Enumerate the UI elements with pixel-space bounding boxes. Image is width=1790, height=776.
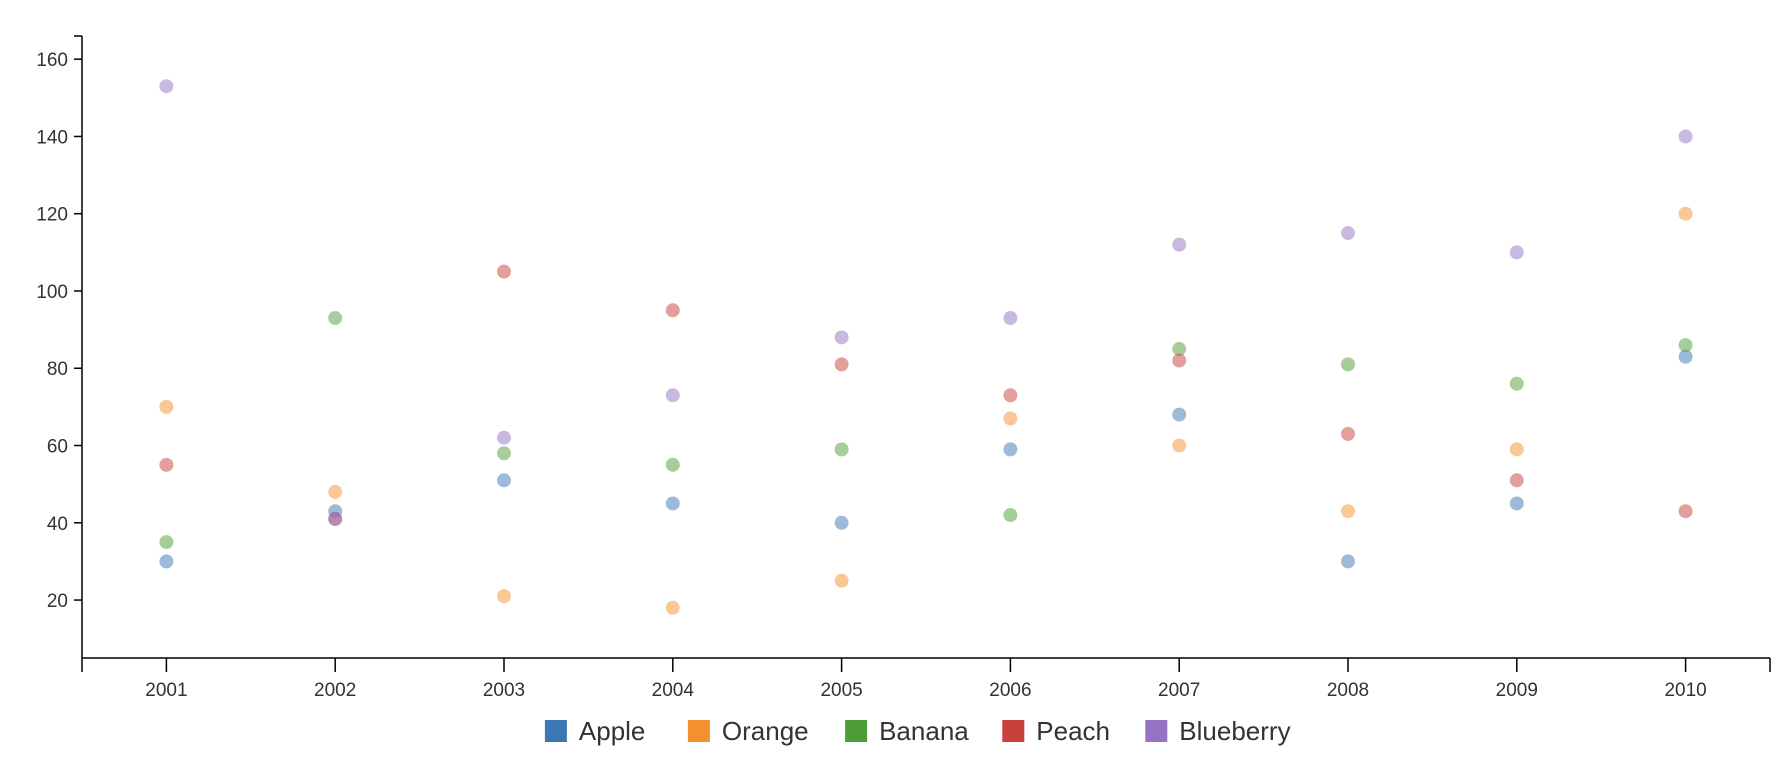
data-point-blueberry bbox=[328, 511, 343, 526]
data-point-banana bbox=[1341, 357, 1355, 372]
data-point-blueberry bbox=[497, 430, 511, 445]
data-point-peach bbox=[159, 457, 174, 472]
x-tick-label: 2006 bbox=[989, 680, 1031, 701]
legend-swatch-orange bbox=[687, 720, 710, 742]
data-point-blueberry bbox=[1509, 245, 1524, 260]
y-tick-label: 140 bbox=[36, 127, 68, 148]
data-point-orange bbox=[1509, 442, 1524, 457]
y-axis: 20 40 60 80 100 120 140 160 bbox=[36, 35, 83, 658]
data-point-blueberry bbox=[1341, 226, 1355, 241]
data-point-blueberry bbox=[665, 388, 680, 403]
legend-label-orange: Orange bbox=[722, 716, 809, 746]
data-point-peach bbox=[1509, 473, 1524, 488]
data-point-apple bbox=[159, 554, 174, 569]
data-point-peach bbox=[1678, 504, 1693, 519]
y-tick-label: 160 bbox=[36, 50, 68, 71]
data-point-apple bbox=[834, 515, 849, 530]
data-point-peach bbox=[1172, 353, 1187, 368]
data-point-orange bbox=[1341, 504, 1355, 519]
data-point-banana bbox=[834, 442, 849, 457]
data-point-peach bbox=[1003, 388, 1018, 403]
data-point-apple bbox=[1341, 554, 1355, 569]
data-point-orange bbox=[497, 589, 511, 604]
x-tick-label: 2004 bbox=[652, 680, 695, 701]
legend-swatch-apple bbox=[544, 720, 567, 742]
data-point-blueberry bbox=[1678, 129, 1693, 144]
data-point-orange bbox=[328, 484, 343, 499]
x-tick-label: 2001 bbox=[145, 680, 187, 701]
legend-swatch-peach bbox=[1002, 720, 1025, 742]
data-point-banana bbox=[1509, 376, 1524, 391]
data-point-banana bbox=[159, 535, 174, 550]
legend-swatch-blueberry bbox=[1145, 720, 1168, 742]
data-point-apple bbox=[497, 473, 511, 488]
data-point-orange bbox=[834, 573, 849, 588]
x-tick-label: 2010 bbox=[1664, 680, 1706, 701]
data-point-apple bbox=[665, 496, 680, 511]
data-point-blueberry bbox=[1172, 237, 1187, 252]
data-point-banana bbox=[1003, 508, 1018, 523]
data-point-orange bbox=[1678, 206, 1693, 221]
data-point-peach bbox=[665, 303, 680, 318]
data-point-peach bbox=[834, 357, 849, 372]
legend-label-banana: Banana bbox=[879, 716, 969, 746]
data-point-banana bbox=[497, 446, 511, 461]
data-point-blueberry bbox=[834, 330, 849, 345]
legend-swatch-banana bbox=[845, 720, 868, 742]
x-tick-label: 2002 bbox=[314, 680, 356, 701]
y-tick-label: 100 bbox=[36, 282, 68, 303]
data-point-apple bbox=[1003, 442, 1018, 457]
x-tick-label: 2003 bbox=[483, 680, 525, 701]
data-point-apple bbox=[1678, 349, 1693, 364]
y-tick-label: 40 bbox=[47, 514, 68, 535]
y-tick-label: 80 bbox=[47, 359, 68, 380]
data-point-banana bbox=[1172, 341, 1187, 356]
legend-label-peach: Peach bbox=[1036, 716, 1110, 746]
legend: Apple Orange Banana Peach Blueberry bbox=[544, 716, 1291, 746]
x-tick-label: 2009 bbox=[1496, 680, 1538, 701]
data-point-blueberry bbox=[1003, 311, 1018, 326]
x-axis: 2001 2002 2003 2004 2005 2006 2007 2008 2009 2010 bbox=[81, 657, 1771, 701]
data-points bbox=[159, 79, 1693, 615]
legend-label-blueberry: Blueberry bbox=[1179, 716, 1290, 746]
data-point-peach bbox=[497, 264, 511, 279]
data-point-orange bbox=[665, 600, 680, 615]
x-tick-label: 2007 bbox=[1158, 680, 1200, 701]
legend-label-apple: Apple bbox=[579, 716, 646, 746]
x-tick-label: 2008 bbox=[1327, 680, 1369, 701]
data-point-peach bbox=[1341, 426, 1355, 441]
x-tick-label: 2005 bbox=[820, 680, 862, 701]
data-point-orange bbox=[159, 399, 174, 414]
data-point-blueberry bbox=[159, 79, 174, 94]
data-point-banana bbox=[665, 457, 680, 472]
data-point-apple bbox=[1172, 407, 1187, 422]
data-point-orange bbox=[1172, 438, 1187, 453]
y-tick-label: 20 bbox=[47, 591, 68, 612]
data-point-orange bbox=[1003, 411, 1018, 426]
data-point-banana bbox=[328, 311, 343, 326]
y-tick-label: 120 bbox=[36, 205, 68, 226]
data-point-banana bbox=[1678, 338, 1693, 353]
y-tick-label: 60 bbox=[47, 437, 68, 458]
data-point-apple bbox=[1509, 496, 1524, 511]
